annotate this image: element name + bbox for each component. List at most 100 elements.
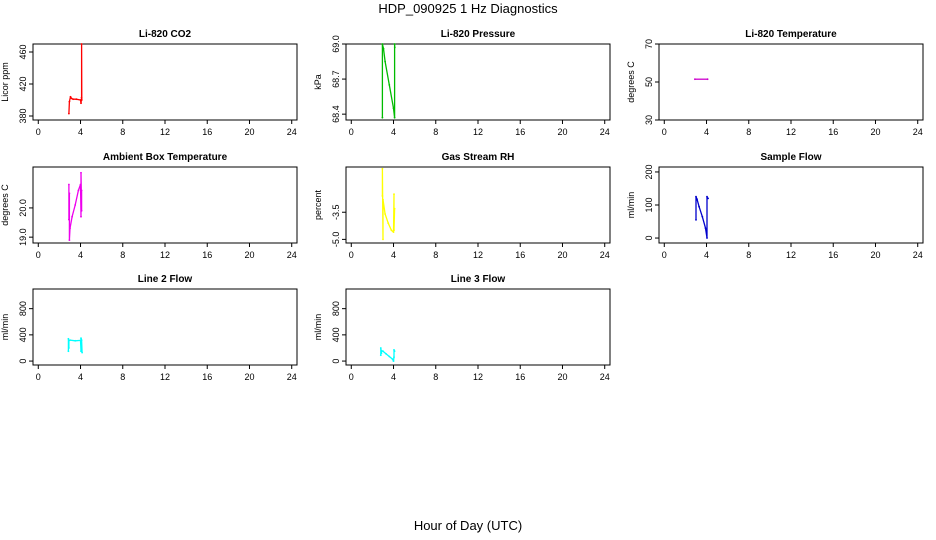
- x-tick-label: 0: [662, 127, 667, 137]
- data-point: [392, 231, 395, 234]
- figure-x-axis-label: Hour of Day (UTC): [413, 518, 523, 533]
- y-tick-label: 380: [18, 108, 28, 123]
- x-tick-label: 0: [349, 372, 354, 382]
- data-point: [381, 195, 384, 197]
- panel-title: Li-820 Pressure: [441, 29, 516, 40]
- x-tick-label: 24: [287, 250, 297, 260]
- data-point: [70, 97, 73, 100]
- x-tick-label: 8: [120, 250, 125, 260]
- x-tick-label: 24: [913, 127, 923, 137]
- y-tick-label: 68.4: [331, 105, 341, 123]
- data-point: [698, 205, 700, 208]
- x-tick-label: 12: [473, 127, 483, 137]
- data-point: [68, 239, 71, 242]
- plot-frame: [32, 166, 298, 244]
- y-tick-label: 69.0: [331, 35, 341, 53]
- x-tick-label: 8: [120, 372, 125, 382]
- panel-title: Gas Stream RH: [442, 152, 515, 163]
- series-line: [695, 196, 709, 239]
- data-point: [384, 213, 386, 215]
- data-point: [696, 198, 698, 201]
- data-point: [379, 354, 382, 357]
- y-axis-label: degrees C: [0, 184, 10, 226]
- x-tick-label: 20: [244, 127, 254, 137]
- data-point: [80, 215, 82, 218]
- x-tick-label: 8: [120, 127, 125, 137]
- x-tick-label: 24: [600, 372, 610, 382]
- data-point: [79, 99, 82, 101]
- data-point: [694, 78, 696, 81]
- y-axis-label: ml/min: [626, 192, 636, 219]
- data-point: [393, 207, 396, 210]
- x-tick-label: 16: [515, 250, 525, 260]
- data-point: [704, 227, 707, 230]
- plot-frame: [658, 43, 924, 121]
- data-point: [80, 99, 83, 101]
- x-tick-label: 12: [786, 250, 796, 260]
- y-tick-label: -3.5: [331, 204, 341, 220]
- data-point: [80, 96, 83, 99]
- series-line: [68, 43, 83, 114]
- panel-8: Line 3 Flow 0 4 8 12 16 20 24 0 400 800 ml/min: [313, 274, 611, 382]
- y-axis-label: ml/min: [313, 314, 323, 341]
- x-tick-label: 24: [600, 127, 610, 137]
- x-tick-label: 16: [828, 250, 838, 260]
- x-tick-label: 24: [913, 250, 923, 260]
- x-tick-label: 0: [36, 127, 41, 137]
- y-axis-label: ml/min: [0, 314, 10, 341]
- data-point: [695, 219, 697, 221]
- data-point: [69, 95, 72, 98]
- data-point: [67, 337, 70, 340]
- x-tick-label: 20: [557, 372, 567, 382]
- data-point: [392, 360, 395, 362]
- series-line: [68, 172, 83, 241]
- y-tick-label: 420: [18, 76, 28, 91]
- series-line: [381, 168, 396, 241]
- panel-1: Li-820 CO2 0 4 8 12 16 20 24 380 420 460 Licor ppm: [0, 29, 298, 137]
- x-tick-label: 16: [202, 127, 212, 137]
- y-tick-label: 0: [644, 236, 654, 241]
- data-point: [393, 229, 395, 232]
- x-tick-label: 4: [704, 250, 709, 260]
- data-point: [393, 350, 396, 353]
- x-tick-label: 16: [202, 372, 212, 382]
- data-point: [80, 337, 82, 339]
- data-point: [72, 98, 74, 101]
- x-tick-label: 4: [391, 127, 396, 137]
- data-point: [80, 189, 83, 192]
- y-tick-label: 200: [644, 164, 654, 179]
- data-point: [80, 102, 82, 105]
- x-tick-label: 4: [391, 250, 396, 260]
- data-point: [74, 339, 77, 342]
- y-tick-label: 70: [644, 39, 654, 49]
- y-tick-label: 20.0: [18, 199, 28, 217]
- x-tick-label: 0: [36, 250, 41, 260]
- data-point: [695, 195, 697, 198]
- y-axis-label: degrees C: [626, 61, 636, 103]
- data-point: [75, 98, 78, 101]
- x-tick-label: 20: [557, 250, 567, 260]
- data-point: [71, 215, 73, 218]
- data-point: [384, 60, 386, 63]
- data-point: [381, 116, 384, 119]
- y-tick-label: 68.7: [331, 70, 341, 88]
- panel-7: Line 2 Flow 0 4 8 12 16 20 24 0 400 800 ml/min: [0, 274, 298, 382]
- x-tick-label: 12: [160, 372, 170, 382]
- data-point: [80, 171, 82, 174]
- x-tick-label: 12: [786, 127, 796, 137]
- x-tick-label: 0: [662, 250, 667, 260]
- data-point: [706, 78, 709, 81]
- panel-title: Li-820 Temperature: [745, 29, 837, 40]
- data-point: [81, 351, 83, 354]
- data-point: [381, 43, 384, 45]
- panel-2: Li-820 Pressure 0 4 8 12 16 20 24 68.4 68.7 69.0 kP…: [313, 29, 611, 137]
- plot-frame: [32, 43, 298, 121]
- data-point: [80, 209, 83, 212]
- y-tick-label: -5.0: [331, 232, 341, 248]
- panel-title: Li-820 CO2: [139, 29, 192, 40]
- data-point: [381, 167, 384, 170]
- x-tick-label: 24: [287, 372, 297, 382]
- data-point: [80, 350, 82, 353]
- data-point: [701, 215, 704, 218]
- data-point: [382, 238, 384, 241]
